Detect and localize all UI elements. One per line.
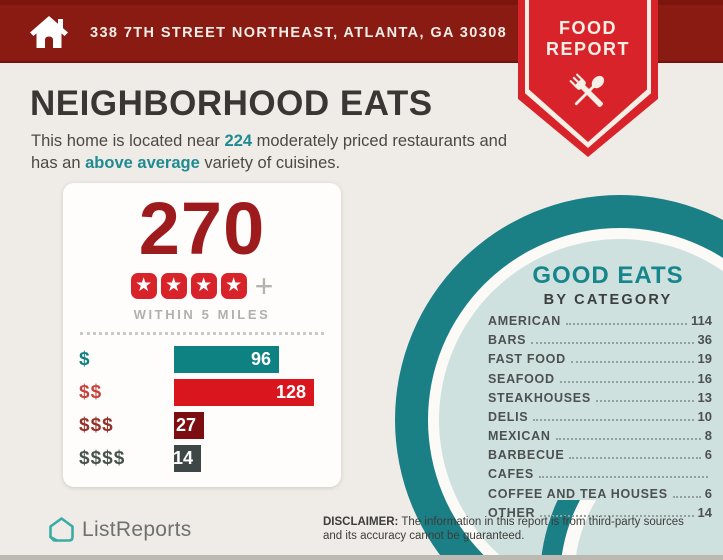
category-value: 6 <box>704 447 712 463</box>
category-value: 114 <box>691 313 712 328</box>
category-value: 10 <box>697 408 712 424</box>
dotted-divider <box>80 332 324 335</box>
category-label: SEAFOOD <box>488 371 555 386</box>
price-bar-row: $$$$ 14 <box>79 445 325 472</box>
disclaimer-label: DISCLAIMER: <box>323 516 399 528</box>
category-value: 13 <box>697 389 712 405</box>
intro-mid: moderately priced restaurants and has an <box>31 132 508 172</box>
category-value: 8 <box>704 428 712 444</box>
good-eats-heading: GOOD EATS BY CATEGORY <box>492 262 723 308</box>
food-report-badge: FOOD REPORT <box>518 0 658 157</box>
home-icon <box>30 16 68 48</box>
price-bar: 14 <box>173 445 201 472</box>
dotted-leader <box>538 475 708 478</box>
category-value: 6 <box>704 485 712 501</box>
dotted-leader <box>565 323 688 325</box>
plus-icon: + <box>254 268 274 304</box>
category-row: FAST FOOD 19 <box>488 351 712 370</box>
category-row: MEXICAN 8 <box>488 428 712 447</box>
price-tier-label: $ <box>79 348 91 370</box>
category-label: BARS <box>488 333 527 348</box>
category-row: STEAKHOUSES 13 <box>488 390 712 409</box>
radius-label: WITHIN 5 MILES <box>133 307 271 322</box>
category-value: 36 <box>697 332 712 348</box>
category-row: BARBECUE 6 <box>488 447 712 466</box>
category-row: AMERICAN 114 <box>488 313 712 332</box>
price-bar-row: $$$ 27 <box>79 412 325 439</box>
category-row: BARS 36 <box>488 332 712 351</box>
category-label: OTHER <box>488 505 536 520</box>
star-rating: ★ ★ ★ ★ + <box>63 268 341 304</box>
intro-highlight: above average <box>85 154 200 172</box>
dotted-leader <box>570 361 694 364</box>
category-label: COFFEE AND TEA HOUSES <box>488 486 668 501</box>
category-label: BARBECUE <box>488 448 565 463</box>
price-tier-label: $$$$ <box>79 447 126 469</box>
dotted-leader <box>569 457 701 460</box>
category-row: SEAFOOD 16 <box>488 371 712 390</box>
category-list: AMERICAN 114 BARS 36 FAST FOOD 19 SEAFOOD 16 STE… <box>488 313 712 524</box>
stats-card: 270 ★ ★ ★ ★ + WITHIN 5 MILES $96 $$ 128 $$$ 27 $$… <box>63 183 341 487</box>
good-eats-title: GOOD EATS <box>532 262 684 289</box>
brand-name: ListReports <box>82 517 192 541</box>
inner-fill-stripe <box>574 500 723 560</box>
category-value: 16 <box>697 370 712 386</box>
dotted-leader <box>531 342 694 345</box>
dotted-leader <box>555 438 701 441</box>
dotted-leader <box>533 418 694 421</box>
intro-post: variety of cuisines. <box>199 154 341 172</box>
price-bar: 128 <box>174 379 314 406</box>
category-label: FAST FOOD <box>488 352 566 367</box>
category-value: 19 <box>697 351 712 367</box>
dotted-leader <box>595 399 694 402</box>
restaurant-count: 224 <box>224 132 253 150</box>
price-bar-chart: $96 $$ 128 $$$ 27 $$$$ 14 <box>79 346 325 472</box>
category-row: OTHER 14 <box>488 505 712 524</box>
star-icon: ★ <box>130 273 157 299</box>
page-title: NEIGHBORHOOD EATS <box>30 84 433 123</box>
disclaimer-text: The information in this report is from t… <box>323 516 684 542</box>
listreports-house-icon <box>49 517 74 542</box>
dotted-leader <box>540 514 694 517</box>
category-row: CAFES <box>488 467 712 486</box>
total-restaurants: 270 <box>138 187 266 270</box>
price-tier-label: $$ <box>79 381 103 403</box>
price-bar-row: $$ 128 <box>79 379 325 406</box>
crossed-utensils-icon <box>569 73 605 108</box>
category-label: DELIS <box>488 409 529 424</box>
listreports-logo: ListReports <box>48 516 192 543</box>
category-label: STEAKHOUSES <box>488 390 591 405</box>
good-eats-subtitle: BY CATEGORY <box>543 292 673 308</box>
category-value: 14 <box>697 504 712 520</box>
category-row: COFFEE AND TEA HOUSES 6 <box>488 486 712 505</box>
price-bar: 96 <box>174 346 279 373</box>
intro-pre: This home is located near <box>31 132 225 150</box>
circle-inner-stripes <box>430 500 723 560</box>
category-row: DELIS 10 <box>488 409 712 428</box>
dotted-leader <box>672 495 701 498</box>
star-icon: ★ <box>190 273 217 299</box>
star-icon: ★ <box>160 273 187 299</box>
disclaimer: DISCLAIMER: The information in this repo… <box>323 515 695 543</box>
badge-title-line2: REPORT <box>545 39 630 59</box>
badge-title-line1: FOOD <box>559 18 617 38</box>
intro-text: This home is located near 224 moderately… <box>31 130 521 174</box>
price-tier-label: $$$ <box>79 414 114 436</box>
dotted-leader <box>559 380 694 383</box>
category-label: CAFES <box>488 466 534 481</box>
price-bar: 27 <box>174 412 204 439</box>
bottom-edge-strip <box>0 555 723 560</box>
price-bar-row: $96 <box>79 346 325 373</box>
property-address: 338 7TH STREET NORTHEAST, ATLANTA, GA 30… <box>90 25 508 41</box>
category-label: AMERICAN <box>488 314 561 328</box>
star-icon: ★ <box>220 273 247 299</box>
category-label: MEXICAN <box>488 429 551 444</box>
